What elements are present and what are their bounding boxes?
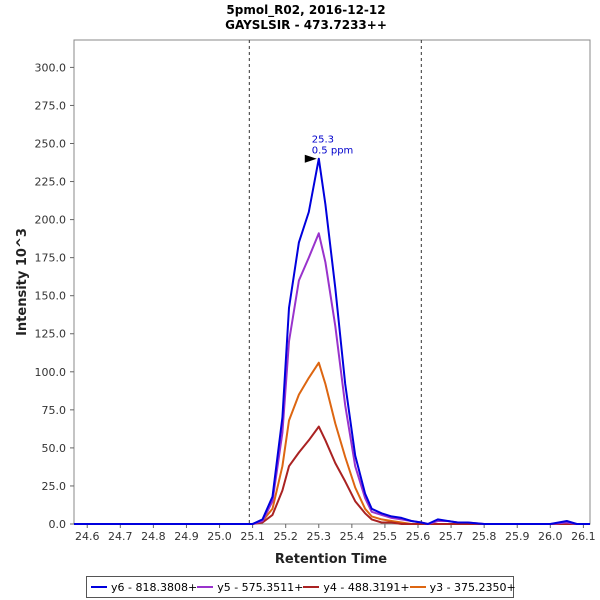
peak-marker-arrow xyxy=(304,154,317,163)
x-tick-label: 24.9 xyxy=(174,530,199,543)
retention-window-lines xyxy=(248,40,422,524)
x-tick-label: 25.0 xyxy=(207,530,232,543)
y-tick-label: 125.0 xyxy=(35,328,67,341)
legend-label: y6 - 818.3808+ xyxy=(111,580,198,594)
x-tick-label: 24.6 xyxy=(75,530,100,543)
x-tick-label: 25.7 xyxy=(439,530,464,543)
chart-title: 5pmol_R02, 2016-12-12 xyxy=(226,3,385,18)
peak-rt-label: 25.3 xyxy=(312,135,334,146)
x-tick-label: 24.8 xyxy=(141,530,166,543)
peak-ppm-label: 0.5 ppm xyxy=(312,146,354,157)
chart-legend: y6 - 818.3808+ y5 - 575.3511+ y4 - 488.319… xyxy=(86,576,516,598)
legend-entry: y3 - 375.2350+ xyxy=(409,580,516,594)
x-tick-label: 25.8 xyxy=(472,530,497,543)
y-tick-label: 175.0 xyxy=(35,252,67,265)
legend-swatch xyxy=(91,586,107,588)
y-tick-label: 225.0 xyxy=(35,176,67,189)
axis-ticks: 24.6 24.7 24.8 24.9 25.0 25.1 25.2 25.3 25.4 25.5… xyxy=(35,61,596,543)
x-tick-label: 26.1 xyxy=(571,530,596,543)
x-tick-label: 25.1 xyxy=(240,530,265,543)
y-tick-label: 200.0 xyxy=(35,214,67,227)
x-tick-label: 25.6 xyxy=(406,530,431,543)
legend-label: y3 - 375.2350+ xyxy=(429,580,516,594)
series-line xyxy=(74,157,590,525)
x-tick-label: 25.5 xyxy=(373,530,398,543)
x-tick-label: 24.7 xyxy=(108,530,133,543)
y-tick-label: 50.0 xyxy=(42,442,67,455)
y-tick-label: 0.0 xyxy=(49,518,67,531)
x-tick-label: 25.4 xyxy=(340,530,365,543)
legend-entry: y4 - 488.3191+ xyxy=(303,580,410,594)
y-tick-label: 250.0 xyxy=(35,137,67,150)
y-tick-label: 300.0 xyxy=(35,61,67,74)
x-tick-label: 26.0 xyxy=(538,530,563,543)
y-tick-label: 275.0 xyxy=(35,99,67,112)
x-tick-label: 25.9 xyxy=(505,530,530,543)
plot-area xyxy=(73,39,591,525)
series-lines xyxy=(74,157,590,525)
y-tick-label: 75.0 xyxy=(42,404,67,417)
legend-entry: y5 - 575.3511+ xyxy=(197,581,303,594)
legend-label: y4 - 488.3191+ xyxy=(323,580,410,594)
x-axis-label: Retention Time xyxy=(275,552,387,567)
legend-entry: y6 - 818.3808+ xyxy=(91,581,197,594)
y-tick-label: 25.0 xyxy=(42,480,67,493)
peak-annotation: 25.30.5 ppm xyxy=(304,135,354,163)
y-axis-label: Intensity 10^3 xyxy=(15,228,30,336)
legend-label: y5 - 575.3511+ xyxy=(217,580,304,594)
y-tick-label: 100.0 xyxy=(35,366,67,379)
legend-swatch xyxy=(409,586,426,588)
chart-subtitle: GAYSLSIR - 473.7233++ xyxy=(225,18,387,32)
legend-swatch xyxy=(197,586,214,588)
legend-swatch xyxy=(303,586,320,588)
series-line xyxy=(74,425,590,525)
x-tick-label: 25.2 xyxy=(273,530,298,543)
y-tick-label: 150.0 xyxy=(35,290,67,303)
x-tick-label: 25.3 xyxy=(307,530,332,543)
